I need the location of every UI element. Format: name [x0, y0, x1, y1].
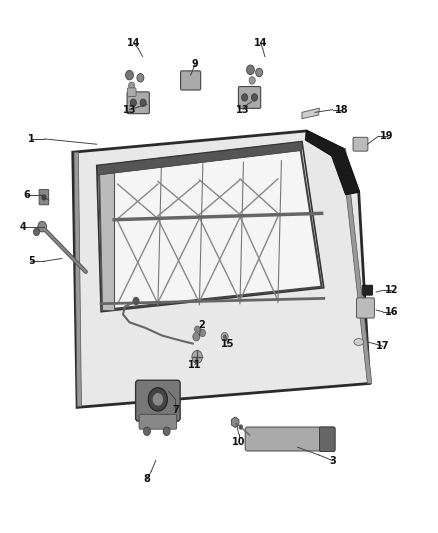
Text: 9: 9: [191, 60, 198, 69]
Circle shape: [242, 94, 248, 101]
Polygon shape: [302, 108, 319, 119]
Text: 14: 14: [254, 38, 267, 48]
Circle shape: [251, 94, 258, 101]
FancyBboxPatch shape: [357, 298, 374, 318]
Polygon shape: [341, 149, 372, 383]
Text: 18: 18: [335, 104, 348, 115]
Polygon shape: [98, 142, 302, 175]
Circle shape: [129, 82, 135, 90]
Circle shape: [223, 335, 226, 339]
Text: 6: 6: [24, 190, 30, 200]
Circle shape: [163, 427, 170, 435]
FancyBboxPatch shape: [127, 88, 136, 96]
Circle shape: [126, 70, 134, 80]
Text: 7: 7: [172, 405, 179, 415]
Polygon shape: [74, 152, 81, 406]
Circle shape: [256, 68, 263, 77]
Circle shape: [194, 326, 200, 333]
Text: 12: 12: [385, 286, 398, 295]
Circle shape: [152, 393, 163, 406]
Text: 13: 13: [123, 104, 136, 115]
FancyBboxPatch shape: [353, 138, 368, 151]
Text: 13: 13: [236, 104, 250, 115]
Circle shape: [33, 228, 39, 236]
FancyBboxPatch shape: [319, 427, 335, 451]
FancyBboxPatch shape: [180, 71, 201, 90]
Polygon shape: [99, 168, 114, 310]
Text: 10: 10: [232, 437, 245, 447]
FancyBboxPatch shape: [136, 380, 180, 421]
Text: 4: 4: [19, 222, 26, 232]
Circle shape: [221, 333, 228, 341]
FancyBboxPatch shape: [39, 189, 49, 205]
Circle shape: [130, 99, 136, 107]
FancyBboxPatch shape: [362, 285, 373, 295]
Circle shape: [140, 99, 146, 107]
Text: 16: 16: [385, 306, 398, 317]
FancyBboxPatch shape: [139, 414, 177, 429]
Circle shape: [144, 427, 150, 435]
Polygon shape: [305, 131, 360, 195]
Polygon shape: [97, 142, 324, 312]
Text: 1: 1: [28, 134, 35, 144]
Text: 17: 17: [376, 341, 389, 351]
Circle shape: [133, 297, 140, 305]
FancyBboxPatch shape: [245, 427, 335, 451]
Circle shape: [193, 333, 200, 341]
Circle shape: [249, 77, 255, 84]
Polygon shape: [73, 131, 370, 407]
FancyBboxPatch shape: [238, 86, 261, 108]
FancyBboxPatch shape: [127, 92, 149, 114]
Circle shape: [247, 65, 254, 75]
Circle shape: [148, 387, 167, 411]
Text: 5: 5: [28, 256, 35, 266]
Circle shape: [137, 74, 144, 82]
Text: 2: 2: [198, 320, 205, 330]
Circle shape: [38, 221, 46, 232]
Text: 3: 3: [329, 456, 336, 465]
Circle shape: [41, 194, 46, 200]
Text: 8: 8: [144, 474, 150, 484]
Text: 11: 11: [188, 360, 202, 370]
Circle shape: [239, 424, 243, 430]
Text: 14: 14: [127, 38, 141, 48]
Ellipse shape: [354, 338, 364, 345]
Text: 15: 15: [221, 338, 234, 349]
Text: 19: 19: [380, 131, 394, 141]
Circle shape: [199, 329, 205, 337]
Circle shape: [192, 351, 202, 364]
